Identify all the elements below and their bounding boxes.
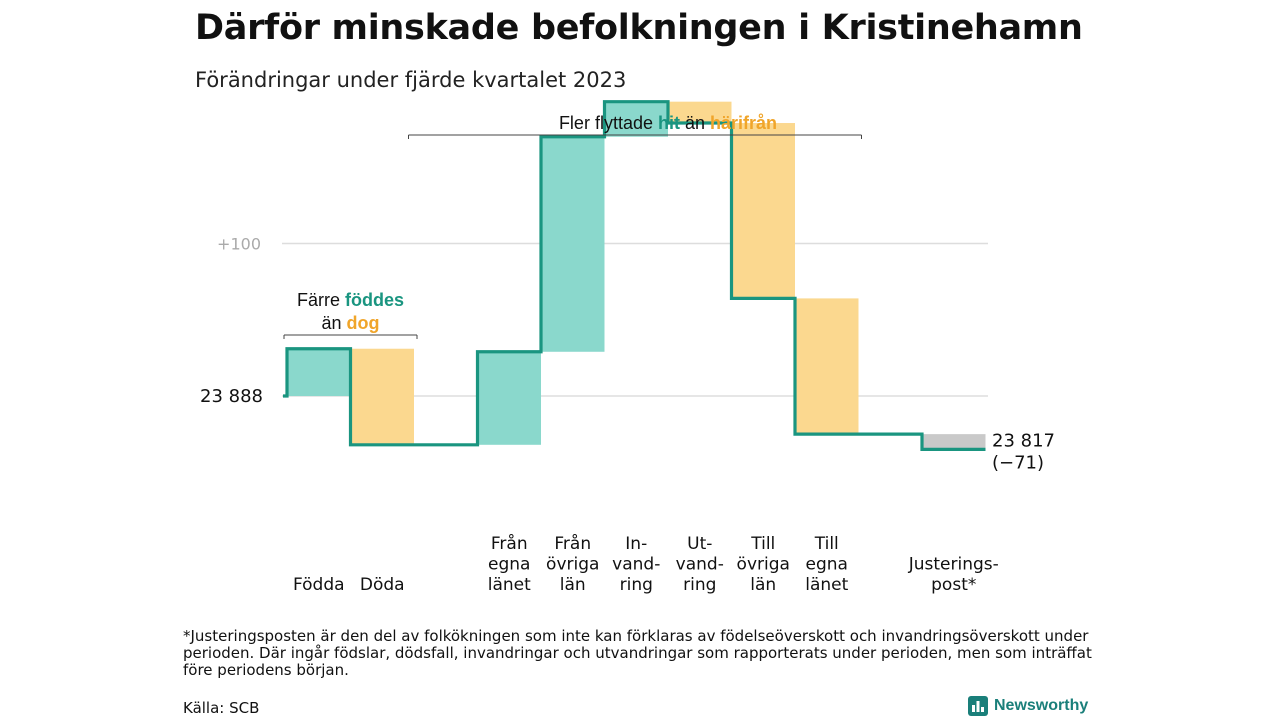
net-change-label: (−71) (992, 452, 1044, 473)
category-label: Döda (360, 575, 405, 595)
category-label: Från egna länet (488, 533, 531, 595)
waterfall-bar (350, 348, 414, 445)
category-label: Från övriga län (546, 533, 599, 595)
annotation-births-deaths-line1: Färre föddes (297, 290, 404, 310)
category-label: Till övriga län (737, 534, 790, 595)
population-step-line (283, 100, 986, 451)
waterfall-bar (604, 101, 668, 137)
category-label: In-vand-ring (612, 534, 660, 595)
waterfall-bar (668, 101, 732, 124)
source-label: Källa: SCB (183, 699, 260, 717)
end-value-label: 23 817 (992, 430, 1055, 451)
chart-title: Därför minskade befolkningen i Kristineh… (195, 8, 1083, 48)
annotation-migration: Fler flyttade hit än härifrån (559, 113, 777, 133)
waterfall-bar (795, 298, 859, 435)
waterfall-chart: +100 23 888 23 817(−71) Födda Döda Från egna lä… (200, 100, 1055, 596)
annotation-births-deaths-line2: än dog (321, 313, 379, 333)
waterfall-bar (477, 351, 541, 445)
category-label: Födda (293, 575, 345, 595)
newsworthy-logo-icon (968, 696, 988, 716)
category-label: Till egna länet (805, 534, 848, 595)
category-label: Justerings-post* (908, 555, 999, 596)
waterfall-bar (541, 136, 605, 352)
start-value-label: 23 888 (200, 386, 263, 407)
brand-name: Newsworthy (994, 697, 1089, 714)
chart-subtitle: Förändringar under fjärde kvartalet 2023 (195, 68, 627, 92)
gridline-label: +100 (217, 235, 261, 254)
waterfall-bar (731, 123, 795, 299)
waterfall-bar (922, 434, 986, 450)
category-label: Ut-vand-ring (676, 534, 724, 595)
brand-logo: Newsworthy (968, 696, 1088, 716)
footnote: *Justeringsposten är den del av folkökni… (183, 627, 1092, 679)
waterfall-bar (287, 348, 351, 396)
